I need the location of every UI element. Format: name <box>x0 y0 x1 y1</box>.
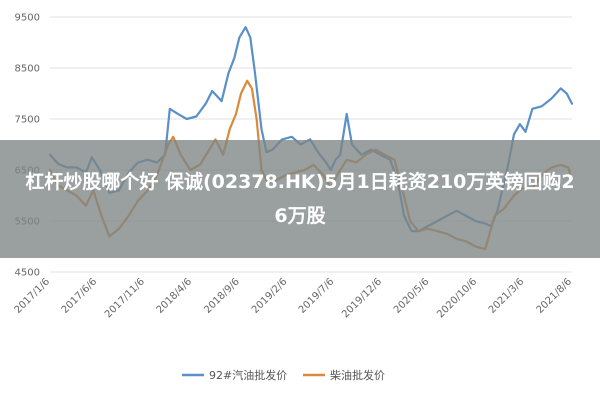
x-tick-label: 2019/12/6 <box>340 276 384 320</box>
x-tick-label: 2020/5/6 <box>392 276 432 316</box>
y-tick-label: 9500 <box>15 13 40 24</box>
legend-label-series-1: 92#汽油批发价 <box>209 368 287 382</box>
x-tick-label: 2020/10/6 <box>435 276 479 320</box>
legend[interactable]: 92#汽油批发价 柴油批发价 <box>182 368 385 382</box>
x-tick-label: 2017/6/6 <box>60 276 100 316</box>
y-tick-label: 8500 <box>15 64 40 75</box>
x-tick-label: 2018/4/6 <box>155 276 195 316</box>
x-axis-ticks: 2017/1/6 2017/6/6 2017/11/6 2018/4/6 2018/9/… <box>13 276 575 320</box>
x-tick-label: 2021/8/6 <box>535 276 575 316</box>
x-tick-label: 2019/7/6 <box>297 276 337 316</box>
x-tick-label: 2019/2/6 <box>250 276 290 316</box>
headline-text: 杠杆炒股哪个好 保诚(02378.HK)5月1日耗资210万英镑回购26万股 <box>25 171 575 227</box>
x-tick-label: 2017/1/6 <box>13 276 53 316</box>
headline-banner: 杠杆炒股哪个好 保诚(02378.HK)5月1日耗资210万英镑回购26万股 <box>0 140 600 258</box>
x-tick-label: 2021/3/6 <box>487 276 527 316</box>
y-tick-label: 4500 <box>15 268 40 279</box>
y-tick-label: 7500 <box>15 115 40 126</box>
legend-label-series-2: 柴油批发价 <box>330 368 385 382</box>
x-tick-label: 2017/11/6 <box>103 276 147 320</box>
x-tick-label: 2018/9/6 <box>202 276 242 316</box>
